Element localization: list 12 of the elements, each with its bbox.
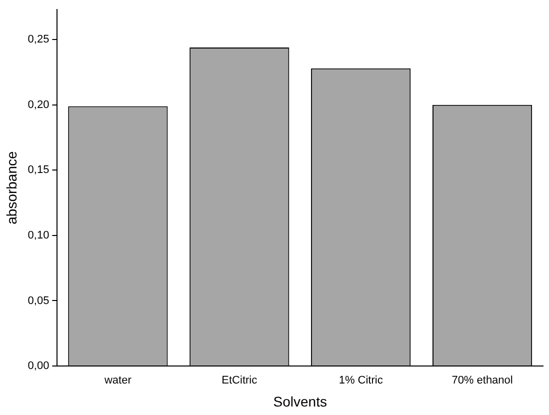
y-tick-label: 0,05 (28, 294, 50, 307)
y-tick-label: 0,25 (28, 34, 50, 46)
y-tick-label: 0,10 (28, 229, 50, 242)
y-axis-title: absorbance (3, 151, 20, 224)
x-tick-label: 70% ethanol (452, 374, 513, 387)
x-tick-label: water (103, 374, 132, 387)
x-tick-label: 1% Citric (338, 374, 384, 387)
y-tick-label: 0,20 (28, 98, 50, 111)
y-tick-label: 0,00 (28, 360, 50, 372)
x-axis-title: Solvents (273, 393, 327, 410)
x-tick-label: EtCitric (222, 374, 258, 387)
y-tick-label: 0,15 (28, 164, 50, 176)
